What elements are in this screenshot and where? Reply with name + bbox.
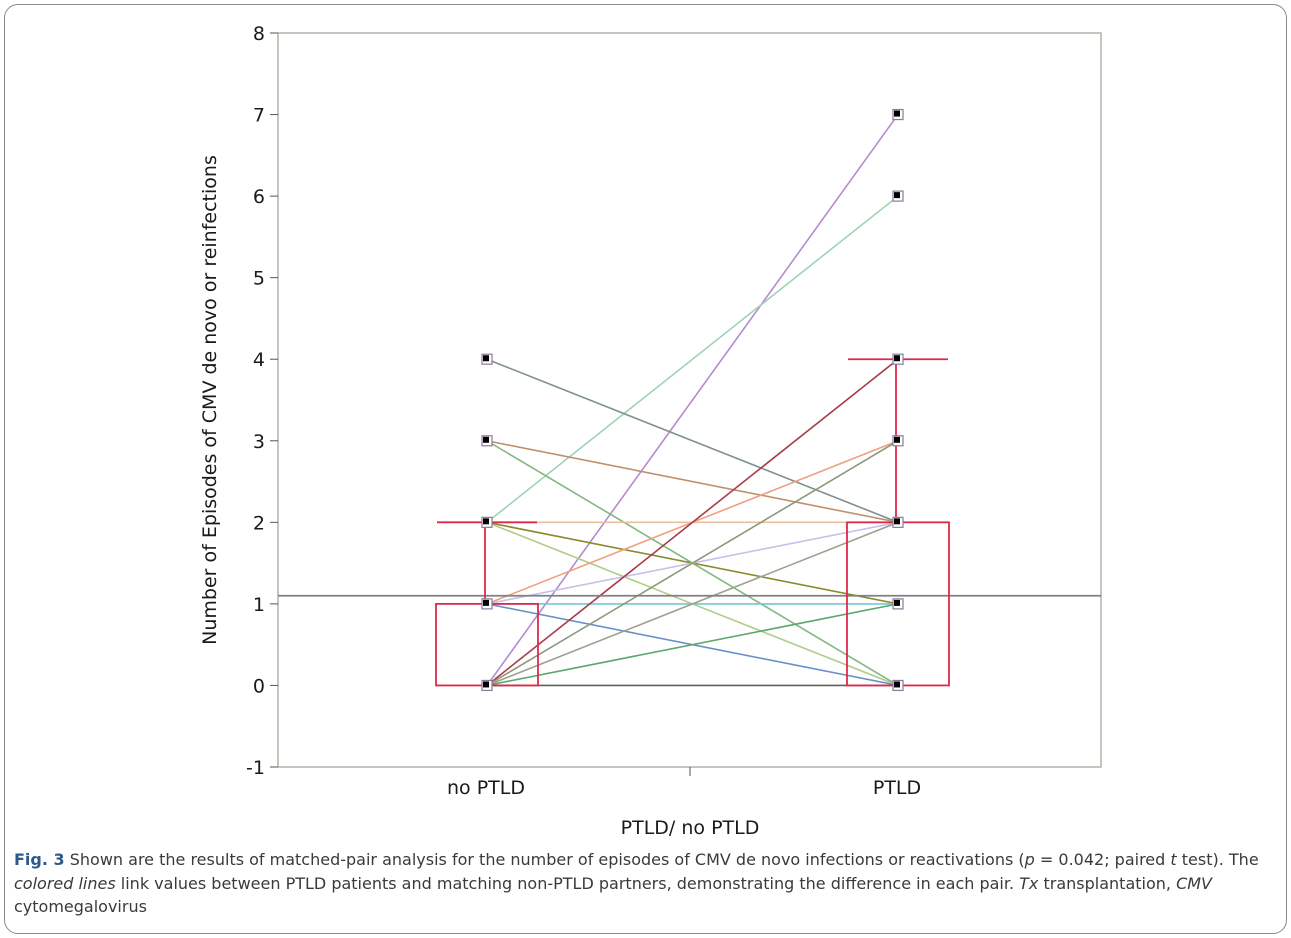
caption-text-3: test). The [1176, 850, 1259, 869]
data-point [483, 518, 489, 525]
y-tick-label: 1 [253, 594, 265, 616]
data-point [894, 192, 900, 199]
x-tick-label-no-ptld: no PTLD [447, 777, 525, 799]
box-rect [435, 602, 539, 687]
plot-area [277, 32, 1102, 768]
caption-colored-lines: colored lines [14, 873, 116, 893]
data-point [894, 110, 900, 117]
y-tick-label: 5 [253, 268, 265, 290]
x-tick-label-ptld: PTLD [873, 777, 921, 799]
matched-pair-chart: -1 0 1 2 3 4 5 6 7 8 no PTLD PTLD PTLD/ no PTLD N… [199, 23, 1102, 839]
caption-figure-label: Fig. 3 [14, 850, 65, 869]
y-tick-label: 0 [253, 675, 265, 697]
caption-text-2: = 0.042; paired [1034, 850, 1171, 869]
data-point [483, 599, 489, 606]
y-tick-label: 6 [253, 186, 265, 208]
data-point [894, 355, 900, 362]
data-point [483, 436, 489, 443]
data-point [483, 355, 489, 362]
pair-line [486, 195, 899, 523]
caption-text-6: cytomegalovirus [14, 897, 147, 916]
caption-text-5: transplantation, [1038, 873, 1177, 893]
y-tick-label: -1 [246, 757, 265, 779]
data-point [894, 518, 900, 525]
figure-frame [4, 4, 1287, 934]
data-point [483, 681, 489, 688]
data-points [481, 108, 904, 692]
y-tick-label: 7 [253, 105, 265, 127]
caption-text-4: link values between PTLD patients and ma… [115, 873, 1020, 893]
pair-line [486, 358, 899, 524]
y-tick-label: 3 [253, 431, 265, 453]
pair-lines [486, 114, 899, 687]
caption-tx-abbr: Tx [1019, 873, 1039, 893]
x-axis: no PTLD PTLD [447, 767, 921, 799]
pair-line [486, 521, 899, 687]
caption-p-symbol: p [1024, 850, 1035, 869]
pair-line [486, 114, 899, 686]
pair-line [486, 603, 899, 687]
y-axis: -1 0 1 2 3 4 5 6 7 8 [246, 23, 278, 779]
y-tick-label: 8 [253, 23, 265, 45]
caption-t-symbol: t [1170, 850, 1177, 869]
pair-line [486, 440, 899, 687]
data-point [894, 436, 900, 443]
caption-cmv-abbr: CMV [1176, 873, 1212, 893]
pair-line [486, 439, 899, 524]
plot-frame [277, 32, 1102, 768]
data-point [894, 599, 900, 606]
x-axis-title: PTLD/ no PTLD [621, 817, 760, 839]
figure-caption: Fig. 3 Shown are the results of matched-… [14, 848, 1276, 919]
data-point [894, 681, 900, 688]
y-tick-label: 2 [253, 512, 265, 534]
y-axis-title: Number of Episodes of CMV de novo or rei… [199, 155, 221, 645]
y-tick-label: 4 [253, 349, 265, 371]
caption-text-1: Shown are the results of matched-pair an… [64, 850, 1025, 869]
pair-line [486, 358, 899, 687]
